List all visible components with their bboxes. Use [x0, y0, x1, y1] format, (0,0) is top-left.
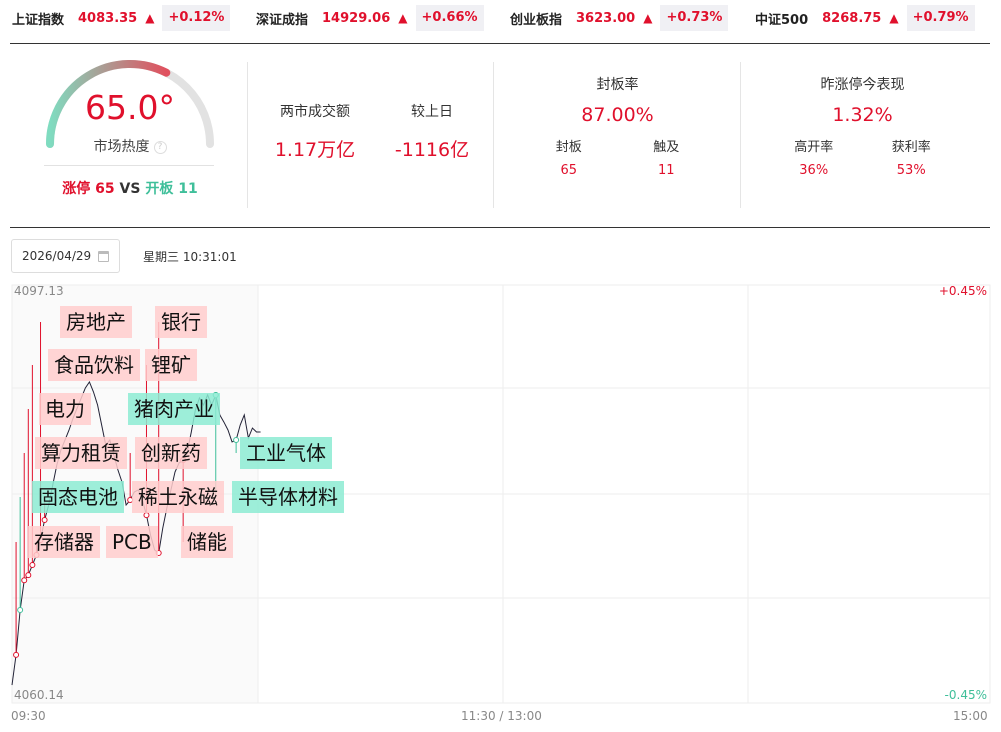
date-picker[interactable]: 2026/04/29 [11, 239, 120, 273]
vs-label: VS [119, 181, 141, 197]
ticker-change: +0.66% [415, 5, 484, 31]
up-arrow-icon: ▲ [145, 11, 155, 25]
seal-rate-label: 封板率 [596, 77, 639, 93]
ticker-sse[interactable]: 上证指数 4083.35 ▲ +0.12% [12, 5, 231, 31]
ticker-name: 中证500 [755, 12, 809, 28]
turnover-diff: -1116亿 [394, 139, 470, 161]
heat-value: 65.0° [85, 88, 175, 127]
yesterday-value: 1.32% [832, 104, 893, 126]
divider [493, 62, 494, 208]
sector-tag[interactable]: 稀土永磁 [132, 481, 224, 513]
limit-up-count: 65 [95, 181, 115, 197]
up-arrow-icon: ▲ [889, 11, 899, 25]
sector-tag[interactable]: 房地产 [60, 306, 132, 338]
up-arrow-icon: ▲ [398, 11, 408, 25]
ticker-price: 4083.35 [78, 10, 138, 26]
open-high-rate: 36% [799, 163, 829, 178]
divider [740, 62, 741, 208]
weekday-time: 星期三 10:31:01 [143, 250, 237, 264]
sector-tag[interactable]: 工业气体 [240, 437, 332, 469]
sealed-label: 封板 [555, 140, 582, 155]
divider [10, 43, 990, 44]
x-tick-label: 11:30 / 13:00 [461, 709, 542, 723]
ticker-price: 3623.00 [576, 10, 636, 26]
ticker-name: 深证成指 [256, 12, 309, 28]
annotation-marker [41, 517, 48, 524]
sector-tag[interactable]: 猪肉产业 [128, 393, 220, 425]
ticker-chinext[interactable]: 创业板指 3623.00 ▲ +0.73% [510, 5, 729, 31]
touched-label: 触及 [653, 140, 680, 155]
sector-tag[interactable]: 银行 [155, 306, 207, 338]
ticker-price: 14929.06 [322, 10, 391, 26]
x-tick-label: 09:30 [11, 709, 46, 723]
calendar-icon [98, 250, 109, 262]
yesterday-label: 昨涨停今表现 [820, 77, 905, 93]
touched-count: 11 [657, 163, 675, 178]
heat-label: 市场热度? [40, 136, 220, 156]
annotation-marker [233, 437, 240, 444]
limit-up-vs-opened: 涨停 65 VS 开板 11 [40, 178, 220, 198]
y-max-label: 4097.13 [14, 284, 64, 298]
sealed-count: 65 [560, 163, 578, 178]
sector-tag[interactable]: PCB [106, 526, 158, 558]
open-high-label: 高开率 [794, 140, 834, 155]
opened-label: 开板 [145, 181, 174, 197]
index-ticker-bar: 上证指数 4083.35 ▲ +0.12% 深证成指 14929.06 ▲ +0.66% 创… [0, 5, 1001, 31]
profit-rate: 53% [896, 163, 926, 178]
ticker-change: +0.79% [906, 5, 975, 31]
y-min-label: 4060.14 [14, 688, 64, 702]
turnover-diff-label: 较上日 [411, 104, 453, 120]
profit-label: 获利率 [891, 140, 931, 155]
ticker-change: +0.12% [162, 5, 231, 31]
divider [247, 62, 248, 208]
divider [10, 227, 990, 228]
sector-tag[interactable]: 锂矿 [145, 349, 197, 381]
pct-min-label: -0.45% [944, 688, 987, 702]
annotation-marker [13, 651, 20, 658]
limit-up-label: 涨停 [62, 181, 91, 197]
up-arrow-icon: ▲ [643, 11, 653, 25]
pct-max-label: +0.45% [938, 284, 987, 298]
sector-tag[interactable]: 固态电池 [32, 481, 124, 513]
sector-tag[interactable]: 食品饮料 [48, 349, 140, 381]
sector-tag[interactable]: 电力 [39, 393, 91, 425]
seal-rate-value: 87.00% [581, 104, 654, 126]
x-tick-label: 15:00 [953, 709, 988, 723]
annotation-marker [143, 512, 150, 519]
ticker-csi500[interactable]: 中证500 8268.75 ▲ +0.79% [755, 5, 975, 31]
ticker-name: 创业板指 [510, 12, 563, 28]
heat-gauge [46, 60, 214, 148]
divider [44, 165, 214, 166]
sector-tag[interactable]: 储能 [181, 526, 233, 558]
turnover-value: 1.17万亿 [274, 139, 356, 161]
annotation-marker [25, 572, 32, 579]
ticker-price: 8268.75 [822, 10, 882, 26]
heat-label-text: 市场热度 [93, 139, 150, 155]
ticker-change: +0.73% [660, 5, 729, 31]
ticker-szse[interactable]: 深证成指 14929.06 ▲ +0.66% [256, 5, 484, 31]
sector-tag[interactable]: 半导体材料 [232, 481, 344, 513]
opened-count: 11 [178, 181, 198, 197]
annotation-marker [29, 562, 36, 569]
sector-tag[interactable]: 算力租赁 [35, 437, 127, 469]
ticker-name: 上证指数 [12, 12, 65, 28]
date-value: 2026/04/29 [22, 249, 92, 263]
annotation-marker [17, 606, 24, 613]
help-icon[interactable]: ? [153, 140, 167, 154]
turnover-label: 两市成交额 [280, 104, 350, 120]
sector-tag[interactable]: 创新药 [135, 437, 207, 469]
sector-tag[interactable]: 存储器 [28, 526, 100, 558]
annotation-marker [21, 577, 28, 584]
